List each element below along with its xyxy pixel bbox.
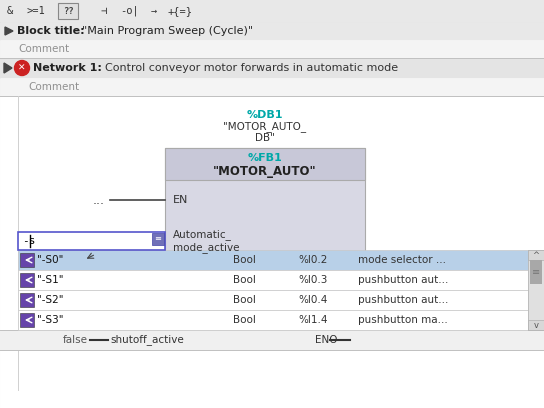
Bar xyxy=(18,232,165,250)
Text: false: false xyxy=(63,335,88,345)
Text: ENO: ENO xyxy=(315,335,337,345)
Text: "-S2": "-S2" xyxy=(37,295,64,305)
Text: ??: ?? xyxy=(63,7,73,16)
Circle shape xyxy=(15,60,29,75)
Text: Comment: Comment xyxy=(18,44,69,54)
Text: "-S0": "-S0" xyxy=(37,255,63,265)
Bar xyxy=(0,40,544,58)
Text: Network 1:: Network 1: xyxy=(33,63,102,73)
Text: Block title:: Block title: xyxy=(17,26,85,36)
Text: ≡: ≡ xyxy=(532,267,540,277)
Bar xyxy=(18,250,528,270)
Text: %FB1: %FB1 xyxy=(248,153,282,163)
Bar xyxy=(165,148,365,180)
Text: %DB1: %DB1 xyxy=(247,110,283,120)
Text: Automatic_: Automatic_ xyxy=(173,230,232,240)
Text: pushbutton ma...: pushbutton ma... xyxy=(358,315,448,325)
Bar xyxy=(0,22,544,40)
Bar xyxy=(528,250,544,260)
Text: Bool: Bool xyxy=(233,315,256,325)
Text: pushbutton aut...: pushbutton aut... xyxy=(358,275,448,285)
Text: "-S3": "-S3" xyxy=(37,315,64,325)
Text: -s: -s xyxy=(22,236,35,246)
Text: +{=}: +{=} xyxy=(168,6,193,16)
Bar xyxy=(0,78,544,96)
Bar xyxy=(18,290,528,310)
Text: %I0.4: %I0.4 xyxy=(298,295,327,305)
Bar xyxy=(0,96,544,408)
Bar xyxy=(152,233,164,245)
Bar xyxy=(20,313,34,327)
Text: %I1.4: %I1.4 xyxy=(298,315,327,325)
Bar xyxy=(18,270,528,290)
Bar xyxy=(20,273,34,287)
Text: ⊣: ⊣ xyxy=(101,6,107,16)
Text: Comment: Comment xyxy=(28,82,79,92)
Text: %I0.3: %I0.3 xyxy=(298,275,327,285)
Text: >=1: >=1 xyxy=(27,6,45,16)
Bar xyxy=(20,253,34,267)
Bar xyxy=(0,330,544,350)
Text: EN: EN xyxy=(173,195,188,205)
Text: mode_active: mode_active xyxy=(173,242,239,253)
Polygon shape xyxy=(4,63,12,73)
Text: ^: ^ xyxy=(533,251,540,259)
Text: "MOTOR_AUTO": "MOTOR_AUTO" xyxy=(213,164,317,177)
Text: Control conveyor motor forwards in automatic mode: Control conveyor motor forwards in autom… xyxy=(105,63,398,73)
Text: -o|: -o| xyxy=(121,6,139,16)
Text: &: & xyxy=(7,6,13,16)
Text: %I0.2: %I0.2 xyxy=(298,255,327,265)
Text: pushbutton aut...: pushbutton aut... xyxy=(358,295,448,305)
Bar xyxy=(530,260,542,284)
Text: Bool: Bool xyxy=(233,295,256,305)
Text: "Main Program Sweep (Cycle)": "Main Program Sweep (Cycle)" xyxy=(82,26,253,36)
Text: ✕: ✕ xyxy=(18,64,26,73)
Bar xyxy=(528,320,544,330)
Bar xyxy=(0,58,544,78)
Text: DB": DB" xyxy=(255,133,275,143)
Bar xyxy=(20,293,34,307)
Text: "-S1": "-S1" xyxy=(37,275,64,285)
Polygon shape xyxy=(5,27,13,35)
Bar xyxy=(165,148,365,295)
Text: Bool: Bool xyxy=(233,255,256,265)
Bar xyxy=(0,0,544,22)
Bar xyxy=(18,310,528,330)
Text: ...: ... xyxy=(93,193,105,206)
Text: v: v xyxy=(534,321,539,330)
Text: Bool: Bool xyxy=(233,275,256,285)
Bar xyxy=(58,3,78,19)
Text: "MOTOR_AUTO_: "MOTOR_AUTO_ xyxy=(224,122,307,133)
Text: mode selector ...: mode selector ... xyxy=(358,255,446,265)
Bar xyxy=(528,250,544,330)
Text: →: → xyxy=(151,6,157,16)
Text: shutoff_active: shutoff_active xyxy=(110,335,184,346)
Text: ≡: ≡ xyxy=(154,235,162,244)
